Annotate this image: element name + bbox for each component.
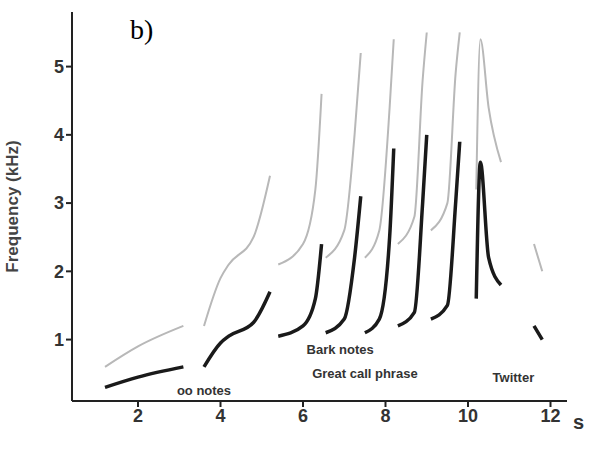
html-text:b): b)	[130, 14, 154, 45]
svg-text:Twitter: Twitter	[493, 370, 535, 385]
svg-text:12: 12	[540, 406, 560, 426]
svg-text:1: 1	[54, 330, 64, 350]
svg-text:2: 2	[54, 262, 64, 282]
svg-text:8: 8	[380, 406, 390, 426]
svg-text:3: 3	[54, 193, 64, 213]
svg-text:Great call phrase: Great call phrase	[312, 366, 418, 381]
svg-text:Bark notes: Bark notes	[307, 342, 374, 357]
svg-text:5: 5	[54, 57, 64, 77]
svg-text:s: s	[573, 411, 584, 433]
svg-text:oo notes: oo notes	[177, 383, 231, 398]
svg-text:6: 6	[298, 406, 308, 426]
svg-text:2: 2	[133, 406, 143, 426]
svg-text:Frequency (kHz): Frequency (kHz)	[3, 140, 22, 272]
svg-text:4: 4	[54, 125, 64, 145]
svg-text:4: 4	[215, 406, 225, 426]
svg-text:10: 10	[458, 406, 478, 426]
